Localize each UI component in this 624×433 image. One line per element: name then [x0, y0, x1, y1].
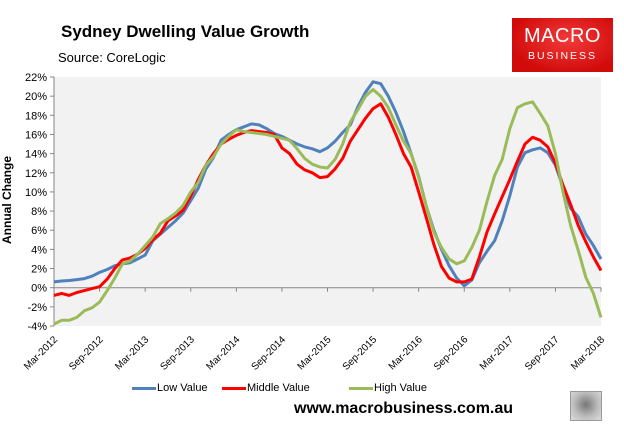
- series-lines: [53, 80, 603, 326]
- x-tick-label: Mar-2015: [296, 334, 334, 372]
- y-tick-label: -2%: [27, 302, 47, 314]
- x-tick-label: Mar-2014: [204, 334, 242, 372]
- y-axis-label: Annual Change: [0, 156, 14, 244]
- y-tick-label: 18%: [25, 110, 47, 122]
- x-tick-label: Sep-2017: [523, 334, 562, 373]
- series-line-middle-value: [53, 102, 603, 297]
- y-tick-label: 14%: [25, 149, 47, 161]
- website-url: www.macrobusiness.com.au: [294, 400, 514, 417]
- chart-title: Sydney Dwelling Value Growth: [61, 22, 310, 41]
- macrobusiness-logo: MACRO BUSINESS: [512, 18, 613, 72]
- y-tick-label: 6%: [31, 225, 47, 237]
- y-axis: 22% 20% 18% 16% 14% 12% 10% 8% 6% 4% 2% 0% -2% -4%: [25, 72, 55, 333]
- legend-label: High Value: [374, 382, 427, 394]
- series-line-high-value: [53, 88, 603, 326]
- x-tick-label: Mar-2017: [478, 334, 516, 372]
- x-tick-label: Mar-2013: [113, 334, 151, 372]
- x-tick-label: Sep-2016: [432, 334, 471, 373]
- x-tick-label: Sep-2013: [158, 334, 197, 373]
- legend-label: Low Value: [157, 382, 208, 394]
- logo-line1: MACRO: [524, 25, 601, 47]
- x-tick-label: Sep-2015: [341, 334, 380, 373]
- y-tick-label: 20%: [25, 91, 47, 103]
- legend-item-low-value: Low Value: [132, 382, 208, 394]
- y-tick-label: 8%: [31, 206, 47, 218]
- legend-label: Middle Value: [247, 382, 310, 394]
- plot-area: [54, 77, 601, 326]
- legend-item-middle-value: Middle Value: [222, 382, 310, 394]
- legend-swatch-high: [349, 386, 373, 390]
- y-tick-label: 0%: [31, 283, 47, 295]
- x-tick-label: Sep-2012: [67, 334, 106, 373]
- logo-line2: BUSINESS: [527, 50, 598, 62]
- series-line-low-value: [53, 80, 603, 288]
- chart-source: Source: CoreLogic: [58, 50, 166, 65]
- y-tick-label: 12%: [25, 168, 47, 180]
- legend-swatch-low: [132, 386, 156, 390]
- x-tick-label: Sep-2014: [250, 334, 289, 373]
- x-tick-label: Mar-2012: [22, 334, 60, 372]
- x-tick-label: Mar-2018: [569, 334, 607, 372]
- y-tick-label: 22%: [25, 72, 47, 84]
- x-tick-label: Mar-2016: [387, 334, 425, 372]
- wolf-mascot-image: [570, 391, 602, 421]
- y-tick-label: 10%: [25, 187, 47, 199]
- legend-item-high-value: High Value: [349, 382, 427, 394]
- legend-swatch-middle: [222, 386, 246, 390]
- y-tick-label: 2%: [31, 264, 47, 276]
- y-tick-label: -4%: [27, 321, 47, 333]
- y-tick-label: 4%: [31, 244, 47, 256]
- y-tick-label: 16%: [25, 129, 47, 141]
